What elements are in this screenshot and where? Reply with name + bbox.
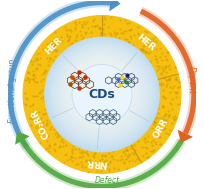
Circle shape <box>68 58 136 127</box>
Circle shape <box>71 60 133 123</box>
Circle shape <box>23 16 181 173</box>
Circle shape <box>66 57 138 128</box>
Circle shape <box>65 55 139 130</box>
Circle shape <box>49 41 155 147</box>
Circle shape <box>72 62 132 122</box>
Text: Defect: Defect <box>95 176 120 185</box>
Polygon shape <box>15 131 30 145</box>
Polygon shape <box>139 7 199 135</box>
Circle shape <box>55 46 149 141</box>
Text: HER: HER <box>135 32 156 53</box>
Text: HER: HER <box>43 36 64 57</box>
Circle shape <box>45 37 159 152</box>
Circle shape <box>48 40 156 149</box>
Circle shape <box>76 69 128 120</box>
Circle shape <box>46 39 158 150</box>
Circle shape <box>62 53 142 133</box>
Text: Dopant: Dopant <box>187 66 196 93</box>
Polygon shape <box>5 0 110 150</box>
Circle shape <box>53 45 151 142</box>
Text: ORR: ORR <box>152 117 170 140</box>
Text: Functional group: Functional group <box>8 59 17 123</box>
Circle shape <box>52 44 152 144</box>
Polygon shape <box>140 9 197 134</box>
Circle shape <box>51 43 153 146</box>
Polygon shape <box>8 0 110 149</box>
Polygon shape <box>18 138 186 189</box>
Text: CDs: CDs <box>89 88 115 101</box>
Polygon shape <box>109 0 121 11</box>
Circle shape <box>69 59 135 125</box>
Polygon shape <box>20 139 184 189</box>
Circle shape <box>56 48 148 139</box>
Text: CO₂RR: CO₂RR <box>30 107 51 140</box>
Circle shape <box>45 37 159 152</box>
Circle shape <box>58 49 146 138</box>
Polygon shape <box>178 130 193 143</box>
Circle shape <box>59 50 145 136</box>
Circle shape <box>72 64 132 125</box>
Circle shape <box>61 51 143 134</box>
Circle shape <box>63 54 141 131</box>
Text: NRR: NRR <box>85 157 107 168</box>
